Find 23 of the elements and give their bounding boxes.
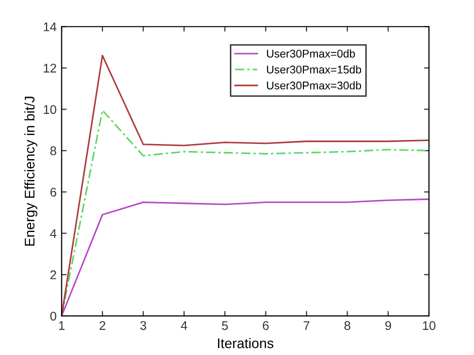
legend-label: User30Pmax=30db <box>267 81 362 90</box>
x-tick-label: 9 <box>385 321 392 330</box>
y-axis-title: Energy Efficiency in bit/J <box>24 96 38 246</box>
y-tick-label: 4 <box>50 229 56 238</box>
x-tick-label: 1 <box>59 321 64 330</box>
y-tick-label: 14 <box>44 22 56 32</box>
x-tick-label: 6 <box>262 321 269 330</box>
x-tick-label: 2 <box>100 321 106 330</box>
x-tick-label: 5 <box>222 321 228 330</box>
y-tick-label: 2 <box>50 270 56 280</box>
legend-label: User30Pmax=0db <box>267 49 355 58</box>
y-tick-label: 6 <box>50 188 56 197</box>
x-axis-title: Iterations <box>218 338 274 348</box>
y-tick-label: 0 <box>50 312 56 321</box>
x-tick-label: 7 <box>304 321 310 330</box>
x-tick-label: 8 <box>344 321 350 330</box>
x-tick-label: 4 <box>180 321 188 330</box>
x-tick-label: 3 <box>140 321 146 330</box>
y-tick-label: 12 <box>44 64 56 72</box>
x-tick-label: 10 <box>422 321 436 330</box>
legend-label: User30Pmax=15db <box>267 65 362 74</box>
y-tick-label: 8 <box>50 146 56 156</box>
y-tick-label: 10 <box>44 105 56 114</box>
